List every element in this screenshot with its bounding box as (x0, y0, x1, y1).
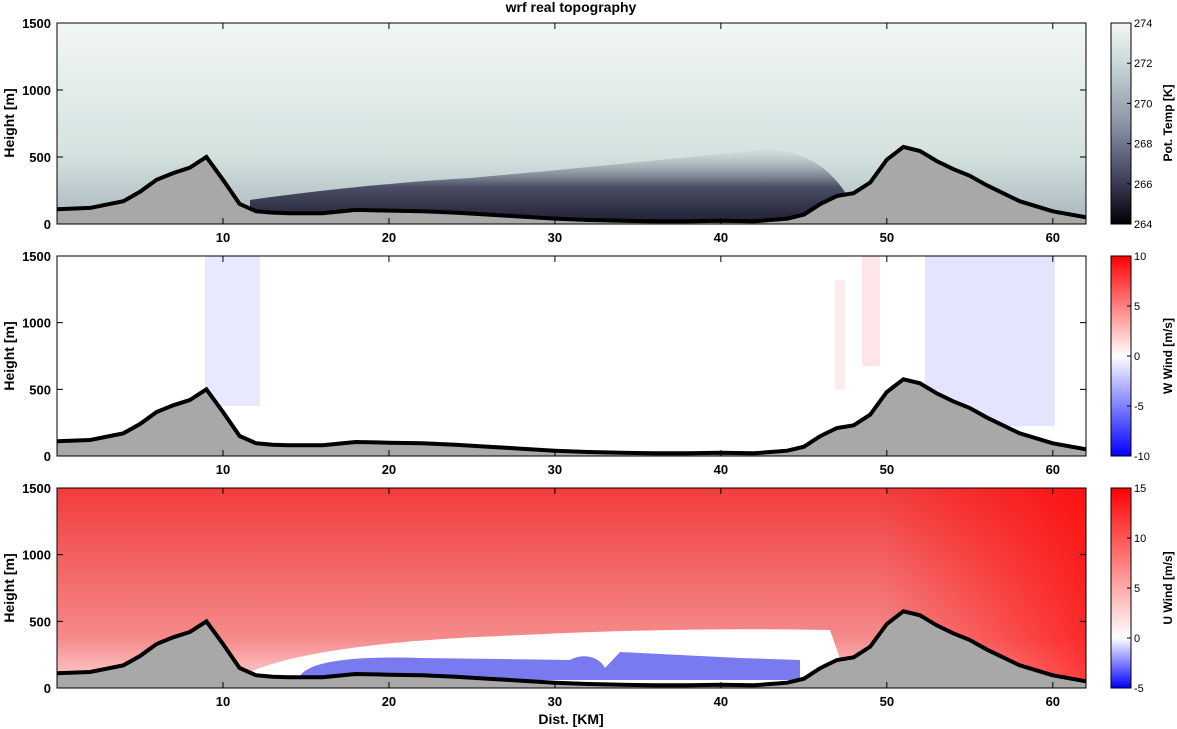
panel-theta: 10 20 30 40 50 60 0 500 1000 1500 Height [m] 264… (1, 16, 1175, 245)
colorbar-tick-label: 10 (1134, 251, 1146, 263)
terrain-fill (57, 146, 1086, 224)
y-tick-label: 0 (44, 449, 51, 464)
x-tick-label: 40 (714, 694, 728, 709)
colorbar-label: U Wind [m/s] (1161, 551, 1175, 624)
colorbar-label: W Wind [m/s] (1161, 318, 1175, 394)
x-tick-label: 40 (714, 230, 728, 245)
x-tick-label: 50 (880, 694, 894, 709)
terrain-fill (57, 611, 1086, 688)
x-tick-labels: 10 20 30 40 50 60 (216, 23, 1060, 245)
axes-frame (56, 255, 1087, 457)
colorbar-tick-label: 274 (1134, 18, 1152, 30)
y-axis-label: Height [m] (1, 88, 17, 157)
y-tick-label: 1500 (22, 249, 51, 264)
axes-frame (56, 487, 1087, 689)
x-tick-label: 30 (548, 230, 562, 245)
colorbar-tick-label: 272 (1134, 58, 1152, 70)
colorbar-tick-label: -5 (1134, 401, 1144, 413)
colorbar-tick-label: 266 (1134, 179, 1152, 191)
x-tick-label: 10 (216, 462, 230, 477)
x-tick-label: 50 (880, 462, 894, 477)
x-tick-label: 20 (382, 230, 396, 245)
w-downdraft-plume (205, 256, 260, 406)
terrain-outline (57, 609, 1086, 688)
colorbar-tick-label: 0 (1134, 351, 1140, 363)
w-updraft-plume (862, 256, 880, 366)
terrain-outline (57, 144, 1086, 224)
x-tick-label: 50 (880, 230, 894, 245)
y-axis-label: Height [m] (1, 321, 17, 390)
x-axis-label: Dist. [KM] (538, 711, 603, 727)
colorbar (1110, 22, 1132, 225)
colorbar-tick-label: 15 (1134, 483, 1146, 495)
x-tick-label: 40 (714, 462, 728, 477)
colorbar-label: Pot. Temp [K] (1161, 84, 1175, 161)
y-tick-label: 500 (29, 614, 51, 629)
colorbar-tick-labels: 264 266 268 270 272 274 (1127, 18, 1152, 231)
y-tick-label: 0 (44, 681, 51, 696)
y-tick-labels: 0 500 1000 1500 (22, 16, 1086, 232)
x-tick-label: 20 (382, 694, 396, 709)
y-tick-labels: 0 500 1000 1500 (22, 249, 1086, 464)
colorbar-tick-label: 268 (1134, 139, 1152, 151)
x-tick-label: 20 (382, 462, 396, 477)
x-tick-label: 60 (1046, 230, 1060, 245)
reversed-flow-region (300, 652, 800, 680)
terrain-fill (57, 379, 1086, 456)
colorbar-tick-label: 0 (1134, 633, 1140, 645)
y-axis-label: Height [m] (1, 553, 17, 622)
y-tick-label: 1000 (22, 548, 51, 563)
x-tick-labels: 10 20 30 40 50 60 (216, 488, 1060, 709)
colorbar-tick-label: 5 (1134, 583, 1140, 595)
x-tick-label: 30 (548, 462, 562, 477)
y-tick-label: 1000 (22, 316, 51, 331)
terrain-outline (57, 377, 1086, 456)
x-tick-label: 30 (548, 694, 562, 709)
y-tick-label: 500 (29, 382, 51, 397)
colorbar-tick-label: 264 (1134, 219, 1152, 231)
axes-frame (56, 22, 1087, 225)
colorbar-tick-labels: -5 0 5 10 15 (1127, 483, 1146, 695)
y-tick-label: 1000 (22, 83, 51, 98)
colorbar-tick-label: 5 (1134, 301, 1140, 313)
x-tick-label: 60 (1046, 694, 1060, 709)
y-tick-label: 500 (29, 150, 51, 165)
figure-title: wrf real topography (505, 0, 637, 15)
y-tick-label: 1500 (22, 481, 51, 496)
x-tick-label: 10 (216, 694, 230, 709)
colorbar-tick-label: -5 (1134, 683, 1144, 695)
colorbar-tick-label: 10 (1134, 533, 1146, 545)
x-tick-label: 10 (216, 230, 230, 245)
x-tick-labels: 10 20 30 40 50 60 (216, 256, 1060, 477)
y-tick-label: 0 (44, 217, 51, 232)
colorbar-tick-label: -10 (1134, 451, 1150, 463)
x-tick-label: 60 (1046, 462, 1060, 477)
cold-pool-layer (250, 149, 850, 224)
colorbar-tick-label: 270 (1134, 98, 1152, 110)
w-updraft-plume (835, 280, 845, 390)
y-tick-labels: 0 500 1000 1500 (22, 481, 1086, 696)
y-tick-label: 1500 (22, 16, 51, 31)
colorbar-tick-labels: -10 -5 0 5 10 (1127, 251, 1150, 463)
